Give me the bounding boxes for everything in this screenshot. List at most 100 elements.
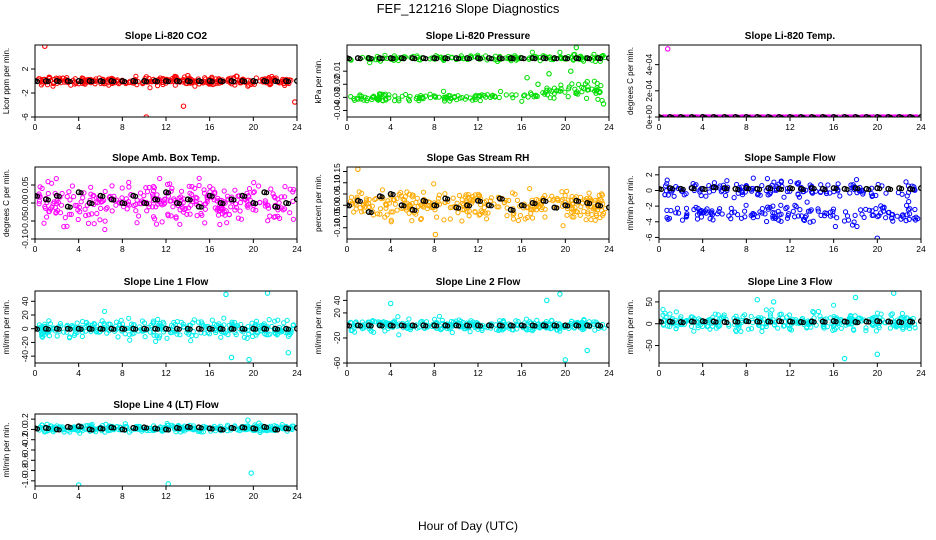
data-point — [793, 204, 799, 210]
data-point — [268, 186, 274, 192]
data-point — [496, 94, 502, 101]
data-point — [82, 206, 88, 212]
hourly-mean-point — [264, 190, 270, 196]
hourly-mean-point — [264, 78, 270, 85]
y-axis-label: ml/min per min. — [2, 423, 11, 478]
hourly-mean-point — [841, 185, 848, 192]
data-point — [573, 90, 579, 97]
data-point — [177, 221, 183, 227]
data-point — [547, 95, 553, 101]
hourly-mean-point — [100, 426, 106, 432]
data-point — [562, 193, 568, 199]
data-point — [544, 85, 550, 91]
data-point — [763, 307, 769, 313]
hourly-mean-point — [354, 197, 361, 204]
hourly-mean-point — [75, 423, 82, 430]
data-point — [557, 49, 563, 56]
data-point — [750, 175, 756, 181]
hourly-mean-point — [887, 319, 894, 325]
hourly-mean-point — [283, 77, 290, 84]
data-point — [673, 325, 679, 332]
data-point — [873, 206, 879, 212]
data-point — [899, 310, 906, 317]
hourly-mean-point — [398, 202, 405, 209]
hourly-mean-point — [198, 425, 204, 431]
data-point — [569, 318, 575, 324]
x-tick-label: 4 — [76, 368, 81, 378]
hourly-mean-point — [412, 207, 418, 213]
data-point — [377, 91, 383, 97]
x-tick-label: 8 — [744, 244, 749, 254]
outlier-point — [285, 349, 292, 356]
hourly-mean-point — [789, 186, 796, 192]
hourly-mean-point — [86, 426, 93, 433]
hourly-mean-point — [691, 186, 697, 192]
hourly-mean-point — [56, 326, 62, 332]
data-point — [695, 114, 701, 117]
data-point — [455, 210, 461, 216]
data-point — [232, 207, 238, 213]
data-point — [674, 205, 681, 211]
hourly-mean-point — [680, 186, 686, 192]
data-point — [190, 196, 196, 202]
data-point — [680, 114, 686, 117]
data-point — [558, 86, 564, 92]
hourly-mean-point — [97, 77, 104, 84]
hourly-mean-point — [488, 55, 494, 62]
hourly-mean-point — [111, 78, 117, 85]
data-point — [456, 192, 463, 199]
data-point — [817, 313, 823, 319]
data-point — [57, 210, 64, 216]
data-point — [291, 187, 297, 193]
data-point — [109, 208, 115, 214]
hourly-mean-point — [453, 322, 460, 329]
data-point — [377, 206, 384, 212]
data-point — [67, 197, 73, 203]
x-tick-label: 20 — [873, 244, 883, 254]
data-point — [842, 209, 849, 215]
data-point — [272, 195, 278, 201]
data-point — [782, 114, 788, 117]
data-point — [101, 320, 107, 327]
hourly-mean-point — [242, 425, 248, 431]
data-point — [585, 211, 591, 217]
hourly-mean-point — [746, 319, 752, 325]
data-point — [251, 189, 257, 195]
data-point — [549, 317, 555, 323]
data-point — [485, 210, 491, 216]
data-point — [484, 216, 490, 222]
data-point — [742, 208, 748, 214]
hourly-mean-point — [184, 196, 191, 203]
data-point — [601, 210, 607, 216]
hourly-mean-point — [294, 325, 297, 332]
outlier-point — [165, 481, 171, 486]
hourly-mean-point — [909, 114, 916, 117]
data-point — [807, 219, 813, 225]
hourly-mean-point — [195, 325, 202, 332]
hourly-mean-point — [261, 325, 268, 332]
data-point — [667, 311, 673, 317]
x-tick-label: 16 — [517, 122, 527, 132]
data-point — [883, 215, 889, 221]
hourly-mean-point — [540, 322, 547, 329]
data-point — [147, 329, 153, 335]
data-point — [529, 49, 535, 55]
hourly-mean-point — [368, 209, 374, 216]
data-point — [557, 88, 563, 94]
data-point — [710, 217, 716, 223]
data-point — [560, 223, 566, 229]
data-point — [792, 214, 798, 220]
data-point — [77, 209, 83, 215]
x-tick-label: 0 — [33, 368, 38, 378]
hourly-mean-point — [357, 55, 363, 62]
y-tick-label: -4 — [644, 218, 654, 226]
hourly-mean-point — [877, 114, 883, 117]
data-point — [434, 325, 441, 331]
data-point — [807, 208, 813, 214]
hourly-mean-point — [261, 189, 268, 196]
hourly-mean-point — [152, 325, 159, 332]
data-point — [440, 88, 447, 95]
x-tick-label: 8 — [120, 244, 125, 254]
hourly-mean-point — [855, 319, 861, 326]
data-point — [126, 184, 132, 190]
